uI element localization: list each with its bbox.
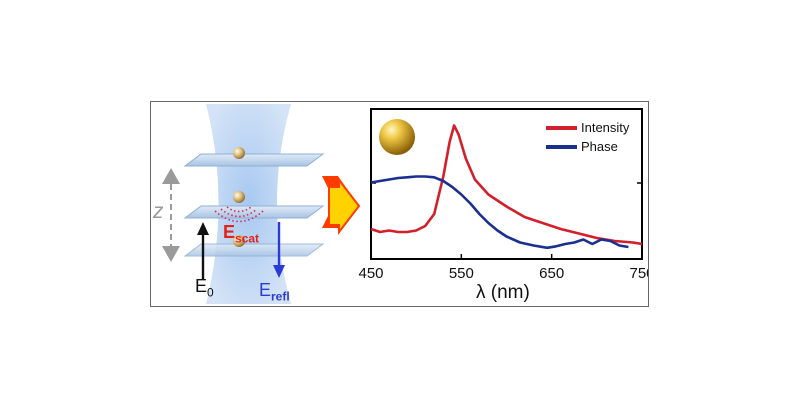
reflected-field-label: Erefl <box>259 280 290 304</box>
incident-field-arrow <box>197 222 209 280</box>
x-axis-label: λ (nm) <box>476 282 530 303</box>
incident-field-label: E0 <box>195 276 214 300</box>
figure-artwork: 450 550 650 750 <box>162 104 648 304</box>
x-tick-label: 450 <box>358 265 383 282</box>
gold-sphere <box>379 119 415 155</box>
incident-field-subscript: 0 <box>207 285 214 300</box>
reflected-field-symbol: E <box>259 280 272 300</box>
series-line-phase <box>370 175 629 250</box>
reflected-field-arrow <box>273 222 285 278</box>
plot-frame <box>370 108 643 260</box>
series-lines <box>370 124 643 250</box>
x-tick-label: 750 <box>629 265 648 282</box>
scattered-field-label: Escat <box>223 222 259 246</box>
z-label: z <box>151 200 166 224</box>
scattered-field-subscript: scat <box>235 231 260 246</box>
x-tick-label: 650 <box>539 265 564 282</box>
incident-field-symbol: E <box>195 276 208 296</box>
reflected-field-subscript: refl <box>271 289 290 304</box>
transition-arrow <box>322 176 361 235</box>
series-line-intensity <box>370 124 643 246</box>
legend-label-intensity: Intensity <box>581 120 630 135</box>
x-ticks: 450 550 650 750 <box>358 254 648 282</box>
figure-panel: 450550650750 z E0 Escat Erefl Intensity … <box>150 101 649 307</box>
scattered-wavefronts <box>214 206 264 223</box>
spectrum-chart: 450 550 650 750 <box>358 108 648 282</box>
legend <box>546 126 577 149</box>
nanoparticles <box>233 147 245 247</box>
z-translation-arrow <box>162 168 180 262</box>
legend-label-phase: Phase <box>581 139 618 154</box>
glass-plates <box>183 153 325 257</box>
scattered-field-symbol: E <box>223 222 236 242</box>
x-tick-label: 550 <box>449 265 474 282</box>
